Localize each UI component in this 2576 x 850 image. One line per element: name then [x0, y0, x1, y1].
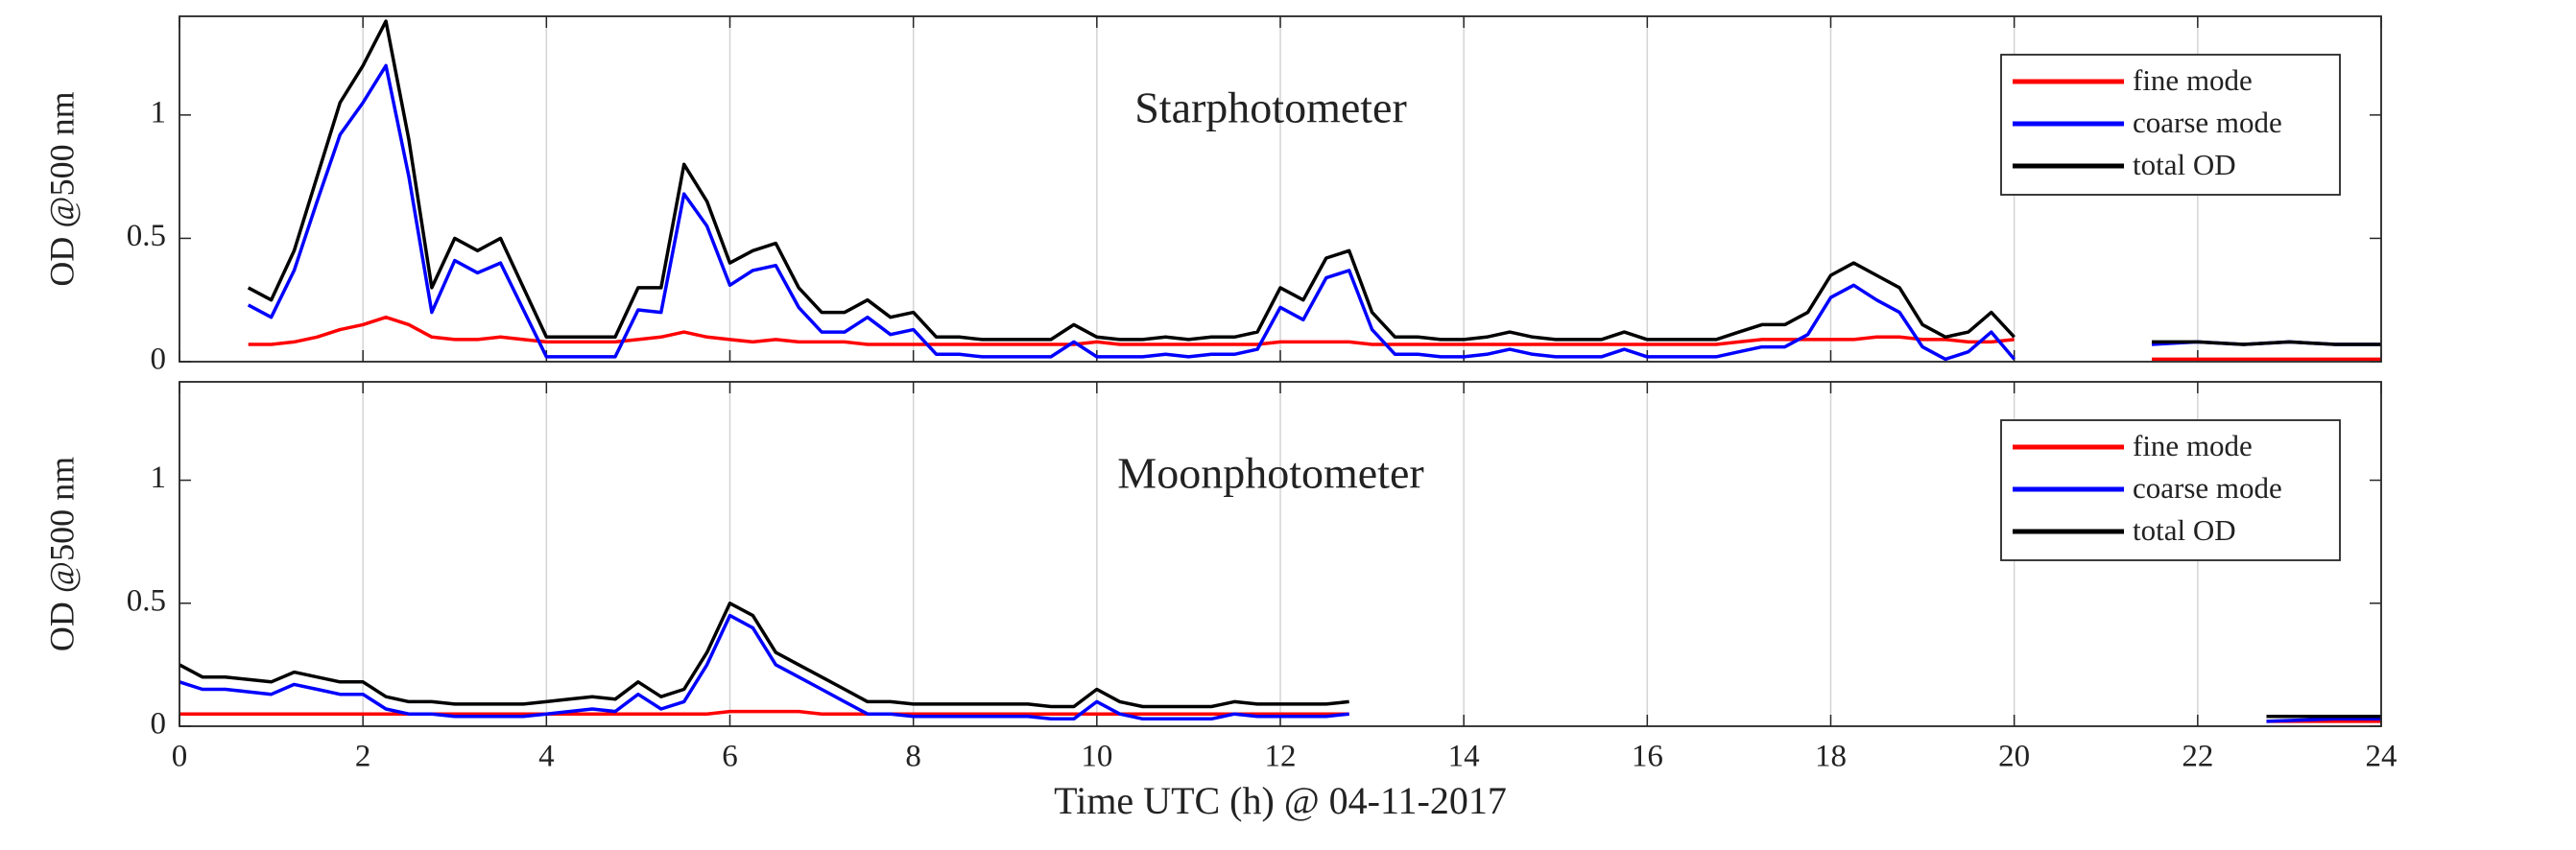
series-line — [247, 19, 2381, 346]
x-tick-label: 10 — [1081, 740, 1112, 774]
x-tick-label: 22 — [2182, 740, 2213, 774]
legend-label: fine mode — [2133, 63, 2253, 97]
x-tick-label: 6 — [722, 740, 738, 774]
y-axis-label: OD @500 nm — [42, 91, 81, 286]
x-tick-label: 12 — [1265, 740, 1297, 774]
legend-label: coarse mode — [2133, 471, 2282, 505]
x-tick-label: 24 — [2366, 740, 2397, 774]
y-tick-label: 1 — [151, 95, 167, 130]
legend-label: fine mode — [2133, 429, 2253, 462]
y-tick-label: 0.5 — [127, 219, 166, 253]
chart-title: Starphotometer — [1134, 83, 1407, 132]
x-tick-label: 16 — [1632, 740, 1663, 774]
x-axis-label: Time UTC (h) @ 04-11-2017 — [1054, 779, 1507, 822]
series-line — [248, 315, 2381, 362]
y-axis-label: OD @500 nm — [42, 457, 81, 651]
x-tick-label: 2 — [355, 740, 371, 774]
x-tick-label: 8 — [905, 740, 921, 774]
axes-box — [179, 15, 2382, 363]
series-line — [179, 613, 2381, 723]
x-tick-label: 0 — [172, 740, 188, 774]
x-tick-label: 20 — [1998, 740, 2030, 774]
y-tick-label: 0 — [151, 342, 167, 377]
legend-label: total OD — [2133, 148, 2236, 181]
series-line — [179, 602, 2381, 719]
y-tick-label: 0 — [151, 707, 167, 742]
axes-box — [179, 381, 2382, 727]
legend-label: coarse mode — [2133, 106, 2282, 139]
y-tick-label: 0.5 — [127, 583, 166, 618]
x-tick-label: 14 — [1448, 740, 1480, 774]
y-tick-label: 1 — [151, 460, 167, 495]
x-tick-label: 18 — [1815, 740, 1847, 774]
chart-title: Moonphotometer — [1117, 449, 1423, 498]
legend-label: total OD — [2133, 513, 2236, 547]
x-tick-label: 4 — [538, 740, 555, 774]
